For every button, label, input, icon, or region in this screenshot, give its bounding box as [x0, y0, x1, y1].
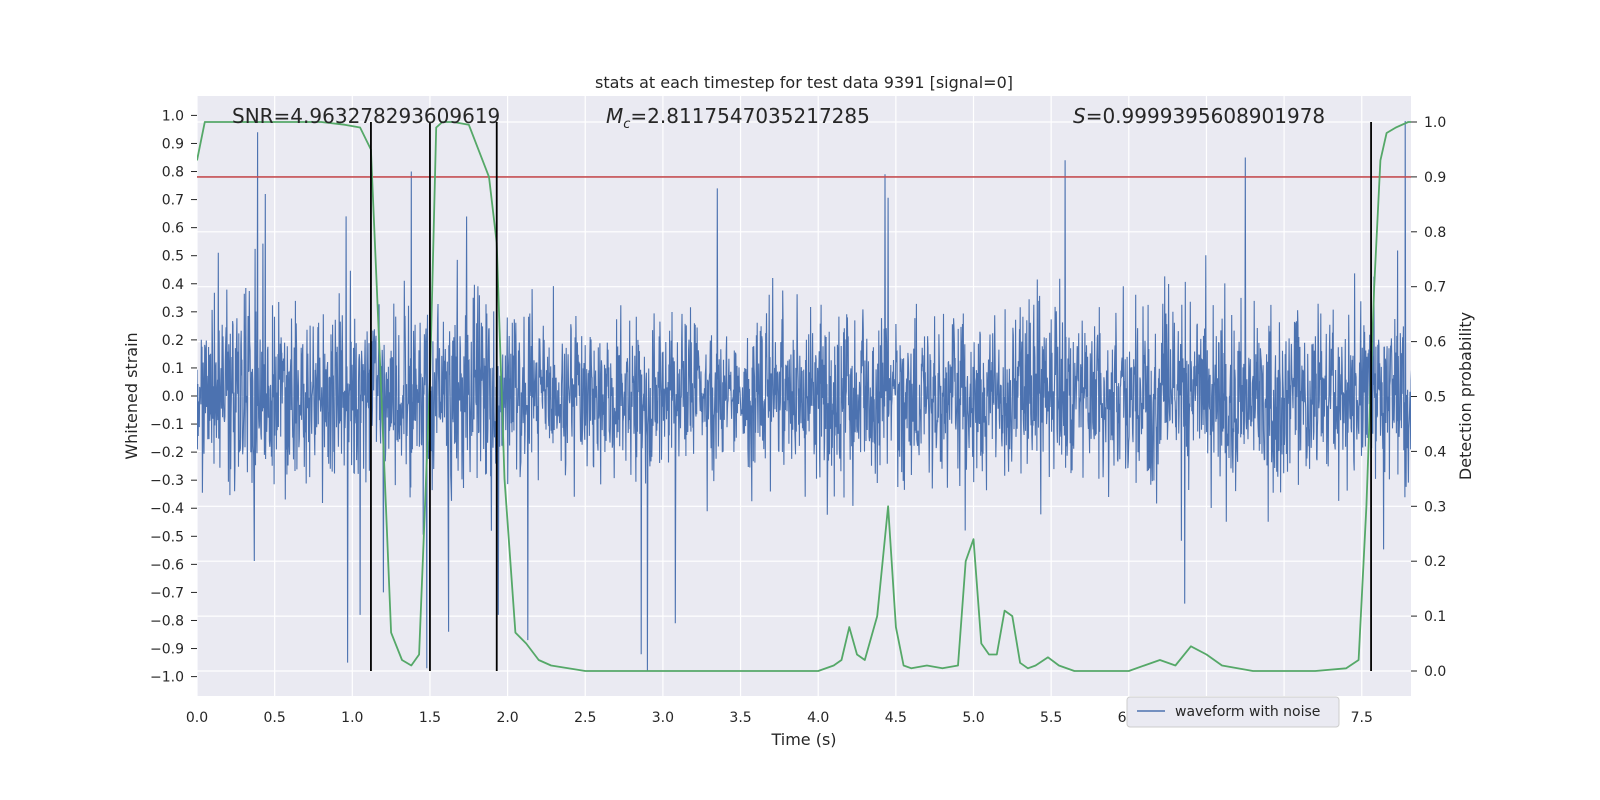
- y-tick-label: −0.3: [150, 473, 184, 489]
- chirp-mass-annotation: Mc=2.8117547035217285: [606, 104, 870, 132]
- y-tick-label: 0.7: [162, 193, 184, 209]
- y2-axis-label: Detection probability: [1456, 312, 1475, 480]
- waveform-line: [197, 120, 1411, 672]
- y2-tick-label: 0.0: [1424, 664, 1446, 680]
- x-tick-label: 3.0: [652, 710, 674, 726]
- waveform-series: [197, 120, 1411, 672]
- x-axis-label: Time (s): [770, 730, 836, 749]
- y-tick-label: 0.0: [162, 389, 184, 405]
- x-tick-label: 1.0: [341, 710, 363, 726]
- y-tick-label: 1.0: [162, 108, 184, 124]
- chirp-mass-symbol: M: [606, 104, 623, 128]
- y-tick-label: −0.2: [150, 445, 184, 461]
- chirp-mass-value: =2.8117547035217285: [630, 104, 869, 128]
- score-symbol: S: [1073, 104, 1086, 128]
- x-tick-label: 2.0: [496, 710, 518, 726]
- score-annotation: S=0.9999395608901978: [1073, 104, 1325, 128]
- x-tick-label: 5.0: [962, 710, 984, 726]
- y2-axis-ticks: 1.0 0.9 0.8 0.7 0.6 0.5 0.4 0.3 0.2 0.1 0.0: [1411, 115, 1446, 680]
- y2-tick-label: 1.0: [1424, 115, 1446, 131]
- y-tick-label: −0.8: [150, 613, 184, 629]
- probability-layer: [197, 121, 1411, 672]
- y-axis-ticks: 1.0 0.9 0.8 0.7 0.6 0.5 0.4 0.3 0.2 0.1 0.0 −0.1 −0.…: [150, 108, 197, 686]
- boundary-layer: [370, 122, 1372, 671]
- y-tick-label: −0.7: [150, 585, 184, 601]
- y-tick-label: −0.4: [150, 501, 184, 517]
- y2-tick-label: 0.4: [1424, 444, 1446, 460]
- y-tick-label: 0.8: [162, 165, 184, 181]
- y-tick-label: 0.4: [162, 277, 184, 293]
- detection-probability-line: [197, 121, 1411, 672]
- y2-tick-label: 0.3: [1424, 499, 1446, 515]
- y-tick-label: 0.9: [162, 136, 184, 152]
- x-tick-label: 3.5: [729, 710, 751, 726]
- y2-tick-label: 0.2: [1424, 554, 1446, 570]
- y-tick-label: 0.3: [162, 305, 184, 321]
- y-tick-label: 0.6: [162, 221, 184, 237]
- x-tick-label: 1.5: [419, 710, 441, 726]
- y-tick-label: 0.2: [162, 333, 184, 349]
- chirp-mass-subscript: c: [623, 117, 630, 132]
- x-tick-label: 2.5: [574, 710, 596, 726]
- y-tick-label: −0.6: [150, 557, 184, 573]
- y2-tick-label: 0.5: [1424, 390, 1446, 406]
- y2-tick-label: 0.8: [1424, 225, 1446, 241]
- y2-tick-label: 0.7: [1424, 280, 1446, 296]
- x-tick-label: 4.0: [807, 710, 829, 726]
- snr-annotation: SNR=4.963278293609619: [232, 104, 500, 128]
- y-tick-label: −0.9: [150, 642, 184, 658]
- y-tick-label: 0.1: [162, 361, 184, 377]
- y-tick-label: −0.1: [150, 417, 184, 433]
- x-tick-label: 4.5: [885, 710, 907, 726]
- x-tick-label: 0.0: [186, 710, 208, 726]
- chart-title: stats at each timestep for test data 939…: [595, 73, 1013, 92]
- legend-label: waveform with noise: [1175, 704, 1320, 720]
- y2-tick-label: 0.6: [1424, 335, 1446, 351]
- y2-tick-label: 0.9: [1424, 170, 1446, 186]
- legend-box: [1126, 696, 1340, 728]
- x-tick-label: 0.5: [264, 710, 286, 726]
- x-tick-label: 5.5: [1040, 710, 1062, 726]
- y2-tick-label: 0.1: [1424, 609, 1446, 625]
- y-tick-label: −1.0: [150, 670, 184, 686]
- score-value: =0.9999395608901978: [1086, 104, 1325, 128]
- legend: waveform with noise: [1126, 696, 1340, 728]
- x-tick-label: 7.5: [1351, 710, 1373, 726]
- y-tick-label: 0.5: [162, 249, 184, 265]
- y-tick-label: −0.5: [150, 529, 184, 545]
- y-axis-label: Whitened strain: [122, 332, 141, 459]
